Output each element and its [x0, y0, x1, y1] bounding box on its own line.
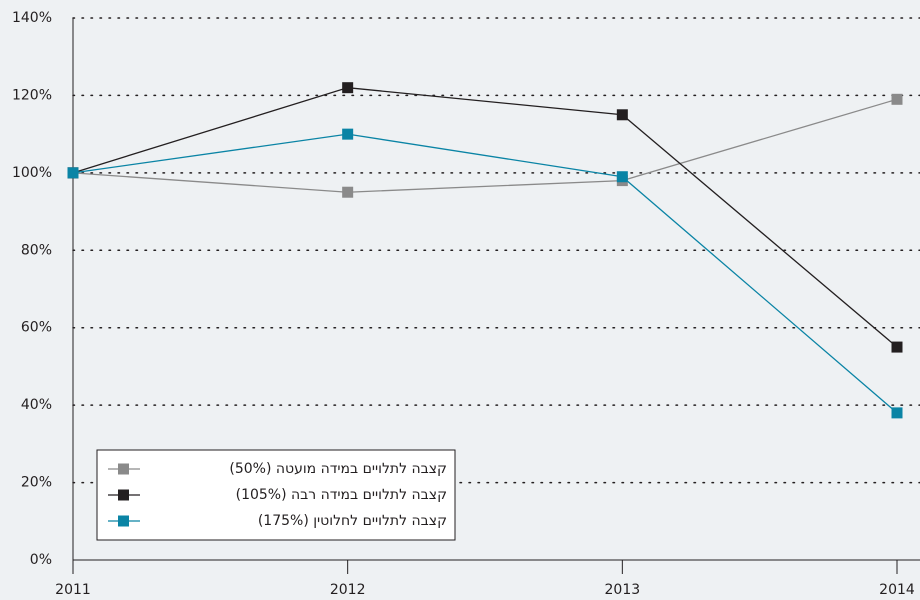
x-tick-label: 2014 — [879, 582, 915, 598]
data-point — [891, 407, 903, 419]
legend-label: קצבה לתלויים במידה רבה (105%) — [236, 487, 447, 503]
data-point — [67, 167, 79, 179]
legend-label: קצבה לתלויים לחלוטין (175%) — [258, 513, 447, 529]
data-point — [342, 82, 354, 94]
y-tick-label: 0% — [30, 552, 52, 568]
data-point — [342, 128, 354, 140]
legend: קצבה לתלויים במידה מועטה (50%) קצבה לתלוי… — [96, 449, 456, 541]
legend-marker — [118, 489, 129, 501]
y-tick-label: 100% — [12, 165, 52, 181]
legend-label: קצבה לתלויים במידה מועטה (50%) — [229, 461, 447, 477]
data-point — [342, 186, 354, 198]
data-point — [891, 93, 903, 105]
series-line — [72, 133, 898, 414]
series-line — [72, 98, 898, 193]
y-tick-label: 60% — [21, 320, 52, 336]
data-point — [891, 341, 903, 353]
x-tick-label: 2012 — [330, 582, 366, 598]
y-tick-label: 120% — [12, 87, 52, 103]
x-tick-label: 2011 — [55, 582, 91, 598]
y-tick-label: 20% — [21, 475, 52, 491]
series-line — [72, 87, 898, 348]
data-point — [616, 171, 628, 183]
data-point — [616, 109, 628, 121]
legend-marker — [118, 463, 129, 475]
y-tick-label: 140% — [12, 10, 52, 26]
legend-marker — [118, 515, 129, 527]
x-tick-label: 2013 — [605, 582, 641, 598]
y-tick-label: 80% — [21, 242, 52, 258]
y-tick-label: 40% — [21, 397, 52, 413]
legend-box — [96, 449, 456, 541]
